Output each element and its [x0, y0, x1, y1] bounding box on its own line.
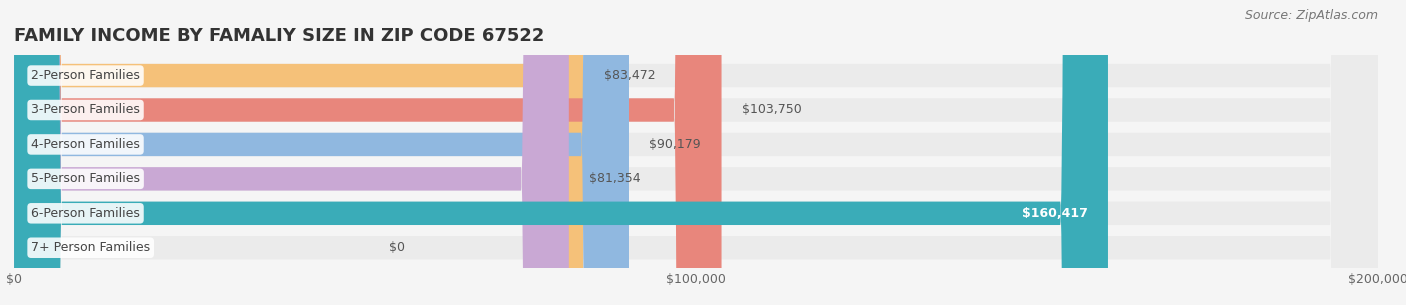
- FancyBboxPatch shape: [14, 0, 1378, 305]
- Text: 4-Person Families: 4-Person Families: [31, 138, 141, 151]
- FancyBboxPatch shape: [14, 0, 1378, 305]
- FancyBboxPatch shape: [14, 0, 1378, 305]
- Text: FAMILY INCOME BY FAMALIY SIZE IN ZIP CODE 67522: FAMILY INCOME BY FAMALIY SIZE IN ZIP COD…: [14, 27, 544, 45]
- FancyBboxPatch shape: [14, 0, 1378, 305]
- FancyBboxPatch shape: [14, 0, 1378, 305]
- FancyBboxPatch shape: [14, 0, 1108, 305]
- Text: Source: ZipAtlas.com: Source: ZipAtlas.com: [1244, 9, 1378, 22]
- Text: 2-Person Families: 2-Person Families: [31, 69, 141, 82]
- Text: 5-Person Families: 5-Person Families: [31, 172, 141, 185]
- FancyBboxPatch shape: [14, 0, 628, 305]
- FancyBboxPatch shape: [14, 0, 721, 305]
- FancyBboxPatch shape: [14, 0, 583, 305]
- Text: $160,417: $160,417: [1022, 207, 1087, 220]
- FancyBboxPatch shape: [14, 0, 569, 305]
- FancyBboxPatch shape: [14, 0, 1378, 305]
- Text: $81,354: $81,354: [589, 172, 641, 185]
- Text: 6-Person Families: 6-Person Families: [31, 207, 141, 220]
- Text: $103,750: $103,750: [742, 103, 801, 117]
- Text: 7+ Person Families: 7+ Person Families: [31, 241, 150, 254]
- Text: $90,179: $90,179: [650, 138, 702, 151]
- Text: 3-Person Families: 3-Person Families: [31, 103, 141, 117]
- Text: $83,472: $83,472: [603, 69, 655, 82]
- Text: $0: $0: [389, 241, 405, 254]
